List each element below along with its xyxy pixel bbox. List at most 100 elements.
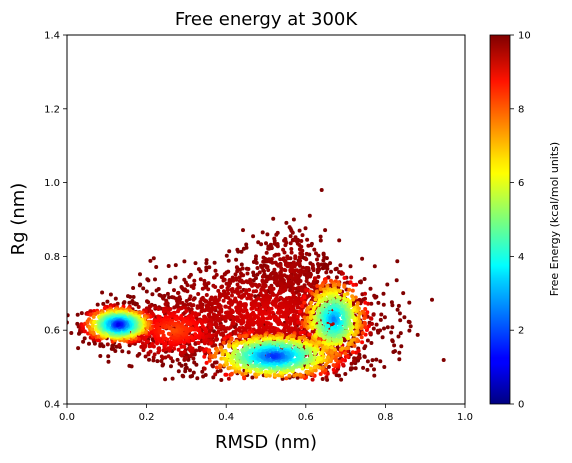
data-point — [108, 292, 113, 297]
data-point — [170, 359, 175, 364]
data-point — [302, 295, 307, 300]
data-point — [239, 249, 244, 254]
data-point — [250, 306, 255, 311]
data-point — [91, 314, 96, 319]
data-point — [254, 307, 259, 312]
data-point — [260, 313, 265, 317]
data-point — [145, 339, 150, 344]
data-point — [302, 283, 307, 288]
data-point — [140, 341, 145, 346]
data-point — [331, 363, 336, 368]
data-point — [89, 309, 94, 314]
data-point — [185, 283, 190, 288]
data-point — [289, 247, 294, 251]
data-point — [287, 373, 292, 378]
data-point — [379, 312, 384, 317]
data-point — [77, 331, 81, 336]
data-point — [343, 372, 348, 376]
colorbar-tick-label: 0 — [518, 400, 524, 411]
data-point — [95, 302, 100, 307]
data-point — [248, 296, 253, 301]
data-point — [206, 281, 211, 286]
data-point — [234, 277, 239, 282]
x-tick-label: 0.0 — [59, 412, 75, 423]
data-point — [415, 332, 420, 337]
data-point — [341, 315, 345, 320]
data-point — [381, 302, 386, 307]
data-point — [201, 335, 206, 340]
data-point — [291, 286, 296, 291]
data-point — [137, 283, 142, 288]
data-point — [179, 363, 184, 368]
data-point — [334, 337, 339, 342]
data-point — [328, 261, 333, 266]
data-point — [147, 357, 151, 362]
data-point — [354, 329, 359, 334]
data-point — [282, 273, 287, 278]
data-point — [100, 290, 105, 295]
data-point — [309, 241, 314, 246]
data-point — [217, 316, 222, 321]
data-point — [213, 305, 218, 310]
data-point — [247, 330, 252, 335]
data-point — [154, 265, 159, 269]
data-point — [402, 315, 407, 320]
data-point — [263, 369, 268, 374]
data-point — [226, 376, 231, 381]
data-point — [240, 325, 245, 330]
data-point — [213, 343, 218, 348]
data-point — [194, 348, 199, 353]
data-point — [254, 276, 258, 281]
data-point — [369, 301, 374, 306]
data-point — [199, 346, 204, 351]
data-point — [317, 340, 322, 345]
data-point — [312, 304, 317, 309]
data-point — [224, 360, 229, 365]
data-point — [271, 314, 276, 319]
data-point — [276, 373, 281, 378]
data-point — [178, 297, 183, 302]
data-point — [90, 323, 95, 328]
data-point — [221, 298, 226, 303]
data-point — [378, 317, 383, 322]
data-point — [280, 305, 285, 310]
data-point — [172, 288, 176, 293]
data-point — [230, 310, 235, 314]
data-point — [310, 262, 315, 267]
data-point — [258, 340, 263, 345]
data-point — [338, 289, 342, 293]
data-point — [270, 260, 275, 265]
data-point — [372, 367, 376, 372]
data-point — [241, 309, 246, 314]
data-point — [334, 275, 339, 280]
data-point — [173, 263, 178, 268]
data-point — [304, 251, 309, 256]
data-point — [256, 240, 261, 245]
data-point — [244, 242, 249, 247]
data-point — [135, 353, 140, 358]
data-point — [176, 347, 181, 352]
data-point — [327, 306, 332, 311]
data-point — [175, 357, 180, 362]
data-point — [233, 272, 238, 277]
data-point — [79, 311, 84, 316]
data-point — [293, 256, 298, 261]
data-point — [297, 292, 302, 297]
data-point — [297, 336, 302, 340]
data-point — [295, 314, 300, 319]
data-point — [315, 279, 320, 284]
data-point — [350, 366, 355, 371]
data-point — [178, 300, 182, 305]
data-point — [156, 307, 161, 311]
data-point — [210, 301, 214, 306]
data-point — [313, 297, 318, 302]
data-point — [218, 368, 223, 373]
x-tick-label: 0.6 — [298, 412, 314, 423]
data-point — [195, 376, 200, 381]
data-point — [136, 305, 141, 309]
y-tick-label: 0.4 — [44, 400, 60, 411]
data-point — [81, 339, 86, 344]
data-point — [267, 313, 272, 318]
data-point — [368, 316, 373, 321]
data-point — [200, 324, 205, 329]
